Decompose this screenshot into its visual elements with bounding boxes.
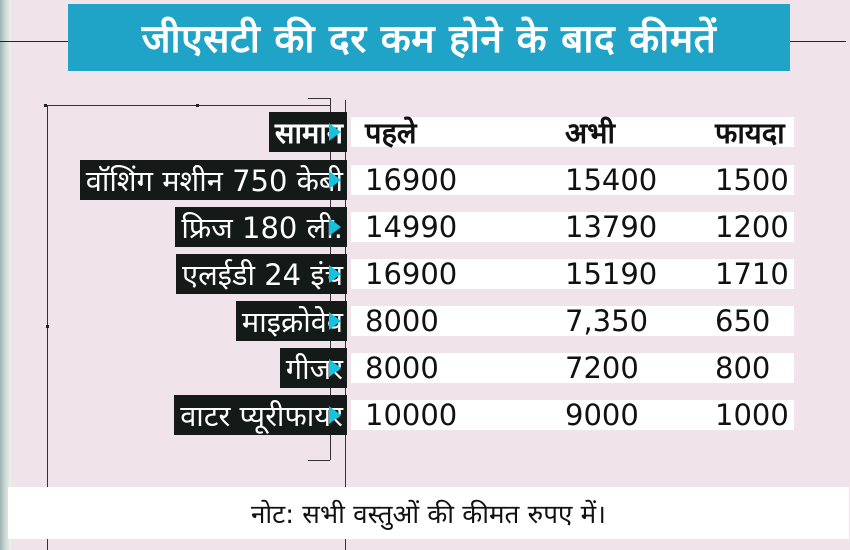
row-now: 7,350: [565, 304, 649, 338]
title-rule-right: [790, 41, 846, 42]
row-benefit: 1000: [715, 398, 789, 432]
row-now: 15400: [565, 163, 658, 197]
row-item: वाटर प्यूरीफायर: [174, 395, 347, 435]
row-before: 14990: [365, 210, 458, 244]
row-before: 16900: [365, 163, 458, 197]
row-item: वॉशिंग मशीन 750 केबी: [79, 160, 347, 200]
table-header-row: सामान पहले अभी फायदा: [0, 112, 850, 152]
table-row: गीजर 8000 7200 800: [0, 348, 850, 388]
header-item: सामान: [268, 112, 347, 152]
bracket-top: [308, 98, 330, 99]
row-item: फ्रिज 180 ली.: [175, 207, 347, 247]
guide-handle-top: [196, 104, 199, 107]
row-strip: [351, 165, 794, 195]
arrow-marker: [329, 123, 341, 141]
row-now: 7200: [565, 351, 639, 385]
row-strip: [351, 259, 794, 289]
guide-handle-left: [46, 325, 49, 328]
row-now: 15190: [565, 257, 658, 291]
header-before: पहले: [365, 115, 417, 150]
row-benefit: 800: [715, 351, 771, 385]
arrow-marker: [329, 406, 341, 424]
header-now: अभी: [565, 115, 616, 150]
row-strip: [351, 306, 794, 336]
row-now: 9000: [565, 398, 639, 432]
header-benefit: फायदा: [715, 115, 785, 150]
table-row: फ्रिज 180 ली. 14990 13790 1200: [0, 207, 850, 247]
row-strip: [351, 353, 794, 383]
left-edge-strip: [0, 0, 11, 550]
arrow-marker: [329, 218, 341, 236]
page-title: जीएसटी की दर कम होने के बाद कीमतें: [68, 4, 790, 71]
row-benefit: 650: [715, 304, 771, 338]
row-now: 13790: [565, 210, 658, 244]
row-before: 8000: [365, 304, 439, 338]
arrow-marker: [329, 265, 341, 283]
row-strip: [351, 400, 794, 430]
row-benefit: 1500: [715, 163, 789, 197]
row-before: 16900: [365, 257, 458, 291]
bracket-bottom: [308, 460, 330, 461]
table-row: वॉशिंग मशीन 750 केबी 16900 15400 1500: [0, 160, 850, 200]
row-before: 8000: [365, 351, 439, 385]
row-benefit: 1710: [715, 257, 789, 291]
table-row: वाटर प्यूरीफायर 10000 9000 1000: [0, 395, 850, 435]
arrow-marker: [329, 312, 341, 330]
row-benefit: 1200: [715, 210, 789, 244]
table-row: माइक्रोवेव 8000 7,350 650: [0, 301, 850, 341]
row-before: 10000: [365, 398, 458, 432]
guide-line-top: [47, 105, 330, 106]
arrow-marker: [329, 171, 341, 189]
table-row: एलईडी 24 इंच 16900 15190 1710: [0, 254, 850, 294]
row-strip: [351, 212, 794, 242]
title-rule-left: [0, 41, 68, 42]
guide-handle-corner: [44, 104, 47, 107]
footnote: नोट: सभी वस्तुओं की कीमत रुपए में।: [8, 487, 849, 539]
header-strip: [351, 117, 794, 147]
arrow-marker: [329, 359, 341, 377]
guide-line-left: [47, 106, 48, 550]
row-item: माइक्रोवेव: [235, 301, 347, 341]
row-item: एलईडी 24 इंच: [176, 254, 347, 294]
